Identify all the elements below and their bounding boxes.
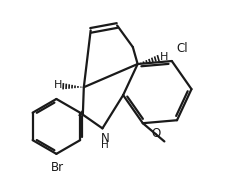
- Text: Br: Br: [51, 161, 64, 174]
- Text: H: H: [159, 52, 168, 62]
- Text: H: H: [54, 80, 62, 90]
- Text: O: O: [151, 127, 160, 141]
- Text: H: H: [101, 140, 109, 150]
- Text: N: N: [100, 132, 109, 145]
- Polygon shape: [78, 110, 83, 116]
- Text: Cl: Cl: [177, 42, 188, 55]
